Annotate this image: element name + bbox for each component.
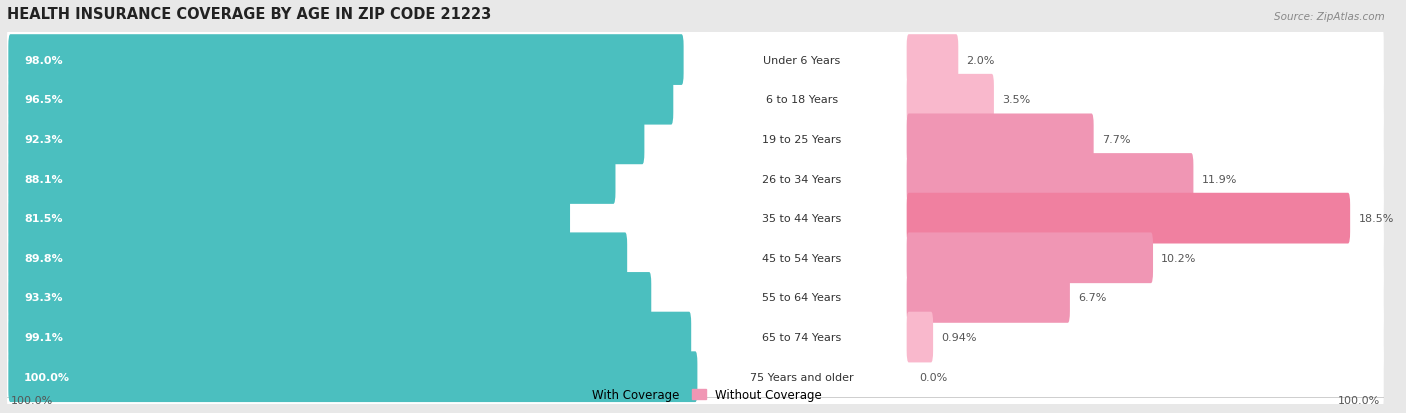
Text: 19 to 25 Years: 19 to 25 Years <box>762 135 842 145</box>
FancyBboxPatch shape <box>8 75 673 125</box>
Text: 88.1%: 88.1% <box>24 174 63 184</box>
Text: Source: ZipAtlas.com: Source: ZipAtlas.com <box>1274 12 1385 22</box>
FancyBboxPatch shape <box>8 35 683 86</box>
FancyBboxPatch shape <box>8 233 627 283</box>
FancyBboxPatch shape <box>7 338 1384 413</box>
Text: 11.9%: 11.9% <box>1202 174 1237 184</box>
Text: 26 to 34 Years: 26 to 34 Years <box>762 174 842 184</box>
FancyBboxPatch shape <box>8 351 697 402</box>
FancyBboxPatch shape <box>907 75 994 125</box>
Text: 55 to 64 Years: 55 to 64 Years <box>762 293 842 303</box>
FancyBboxPatch shape <box>7 22 1384 99</box>
Text: 6 to 18 Years: 6 to 18 Years <box>766 95 838 105</box>
Text: 100.0%: 100.0% <box>10 396 52 406</box>
Text: 93.3%: 93.3% <box>24 293 63 303</box>
Legend: With Coverage, Without Coverage: With Coverage, Without Coverage <box>564 384 827 406</box>
FancyBboxPatch shape <box>7 101 1384 178</box>
Text: 10.2%: 10.2% <box>1161 253 1197 263</box>
Text: 18.5%: 18.5% <box>1358 214 1393 223</box>
FancyBboxPatch shape <box>907 233 1153 283</box>
Text: 0.94%: 0.94% <box>942 332 977 342</box>
Text: HEALTH INSURANCE COVERAGE BY AGE IN ZIP CODE 21223: HEALTH INSURANCE COVERAGE BY AGE IN ZIP … <box>7 7 491 22</box>
FancyBboxPatch shape <box>7 299 1384 375</box>
Text: 3.5%: 3.5% <box>1002 95 1031 105</box>
FancyBboxPatch shape <box>907 114 1094 165</box>
Text: 81.5%: 81.5% <box>24 214 63 223</box>
FancyBboxPatch shape <box>907 154 1194 204</box>
Text: 6.7%: 6.7% <box>1078 293 1107 303</box>
FancyBboxPatch shape <box>8 154 616 204</box>
FancyBboxPatch shape <box>7 62 1384 138</box>
Text: 92.3%: 92.3% <box>24 135 63 145</box>
Text: 100.0%: 100.0% <box>1339 396 1381 406</box>
Text: 99.1%: 99.1% <box>24 332 63 342</box>
FancyBboxPatch shape <box>907 193 1350 244</box>
FancyBboxPatch shape <box>8 193 569 244</box>
FancyBboxPatch shape <box>907 35 959 86</box>
FancyBboxPatch shape <box>8 312 692 363</box>
Text: 7.7%: 7.7% <box>1102 135 1130 145</box>
Text: 96.5%: 96.5% <box>24 95 63 105</box>
FancyBboxPatch shape <box>907 273 1070 323</box>
Text: 89.8%: 89.8% <box>24 253 63 263</box>
Text: 2.0%: 2.0% <box>966 55 995 65</box>
Text: 98.0%: 98.0% <box>24 55 63 65</box>
FancyBboxPatch shape <box>8 273 651 323</box>
FancyBboxPatch shape <box>7 141 1384 217</box>
Text: 35 to 44 Years: 35 to 44 Years <box>762 214 842 223</box>
Text: 45 to 54 Years: 45 to 54 Years <box>762 253 842 263</box>
Text: 100.0%: 100.0% <box>24 372 70 382</box>
Text: 75 Years and older: 75 Years and older <box>751 372 853 382</box>
FancyBboxPatch shape <box>7 220 1384 297</box>
Text: 0.0%: 0.0% <box>920 372 948 382</box>
Text: Under 6 Years: Under 6 Years <box>763 55 841 65</box>
FancyBboxPatch shape <box>7 180 1384 257</box>
Text: 65 to 74 Years: 65 to 74 Years <box>762 332 842 342</box>
FancyBboxPatch shape <box>907 312 934 363</box>
FancyBboxPatch shape <box>7 259 1384 336</box>
FancyBboxPatch shape <box>8 114 644 165</box>
